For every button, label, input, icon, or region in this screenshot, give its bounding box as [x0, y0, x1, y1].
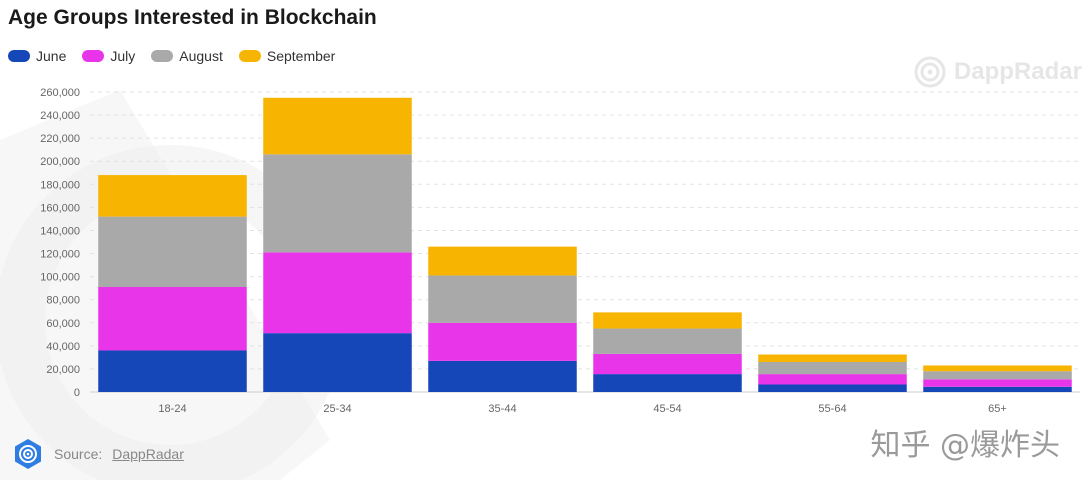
legend-label-september: September [266, 48, 336, 64]
legend-swatch-august [151, 50, 174, 62]
source-link[interactable]: DappRadar [112, 446, 184, 462]
legend-item-september[interactable]: September [238, 48, 336, 64]
legend-item-august[interactable]: August [151, 48, 223, 64]
bar-segment-july-55-64 [758, 374, 907, 385]
y-tick-label: 260,000 [40, 87, 80, 99]
source-prefix: Source: [54, 446, 103, 462]
bar-segment-august-45-54 [593, 328, 742, 354]
dappradar-logo-icon [914, 56, 946, 88]
y-tick-label: 120,000 [40, 249, 80, 261]
y-tick-label: 80,000 [46, 295, 80, 307]
bar-segment-september-65+ [923, 365, 1072, 372]
legend-label-august: August [179, 48, 223, 64]
bar-segment-august-35-44 [428, 275, 577, 323]
bar-segment-june-18-24 [98, 350, 247, 392]
dappradar-source-icon [15, 439, 41, 469]
bar-segment-august-55-64 [758, 362, 907, 375]
bar-segment-september-18-24 [98, 175, 247, 217]
y-tick-label: 0 [74, 387, 80, 399]
legend-swatch-july [82, 50, 105, 62]
legend-item-june[interactable]: June [8, 48, 66, 64]
legend-label-july: July [110, 48, 136, 64]
bar-segment-july-25-34 [263, 252, 412, 334]
y-tick-label: 20,000 [46, 364, 80, 376]
zhihu-watermark: 知乎 @爆炸头 [870, 428, 1060, 463]
y-tick-label: 240,000 [40, 110, 80, 122]
bar-segment-july-65+ [923, 379, 1072, 387]
watermark-text: DappRadar [953, 58, 1082, 85]
legend-label-june: June [36, 48, 67, 64]
bar-segment-june-65+ [923, 386, 1072, 392]
bar-segment-september-45-54 [593, 312, 742, 329]
legend-swatch-june [8, 50, 30, 62]
bar-segment-june-25-34 [263, 333, 412, 392]
x-tick-label: 65+ [988, 403, 1007, 415]
bar-segment-july-35-44 [428, 322, 577, 361]
x-tick-label: 25-34 [323, 403, 351, 415]
x-tick-label: 35-44 [488, 403, 516, 415]
y-tick-label: 140,000 [40, 225, 80, 237]
legend-item-july[interactable]: July [82, 48, 135, 64]
x-tick-label: 18-24 [158, 403, 186, 415]
legend: June July August September [8, 48, 335, 64]
bar-segment-september-35-44 [428, 246, 577, 276]
y-tick-label: 220,000 [40, 133, 80, 145]
legend-swatch-september [238, 50, 261, 62]
bar-segment-september-55-64 [758, 354, 907, 362]
bar-segment-june-45-54 [593, 374, 742, 392]
chart-title: Age Groups Interested in Blockchain [8, 6, 377, 29]
source-line: Source: DappRadar [12, 438, 184, 470]
bar-segment-september-25-34 [263, 97, 412, 155]
bar-segment-august-25-34 [263, 154, 412, 253]
x-tick-label: 55-64 [818, 403, 846, 415]
bar-segment-august-65+ [923, 371, 1072, 380]
y-tick-label: 60,000 [46, 318, 80, 330]
y-tick-label: 160,000 [40, 202, 80, 214]
bar-segment-august-18-24 [98, 216, 247, 287]
bar-segment-july-45-54 [593, 353, 742, 375]
y-tick-label: 40,000 [46, 341, 80, 353]
y-tick-label: 200,000 [40, 156, 80, 168]
y-tick-label: 180,000 [40, 179, 80, 191]
y-tick-label: 100,000 [40, 272, 80, 284]
x-tick-label: 45-54 [653, 403, 681, 415]
bar-segment-june-55-64 [758, 384, 907, 392]
bar-segment-july-18-24 [98, 287, 247, 351]
dappradar-watermark: DappRadar [914, 56, 1082, 88]
bar-segment-june-35-44 [428, 360, 577, 392]
